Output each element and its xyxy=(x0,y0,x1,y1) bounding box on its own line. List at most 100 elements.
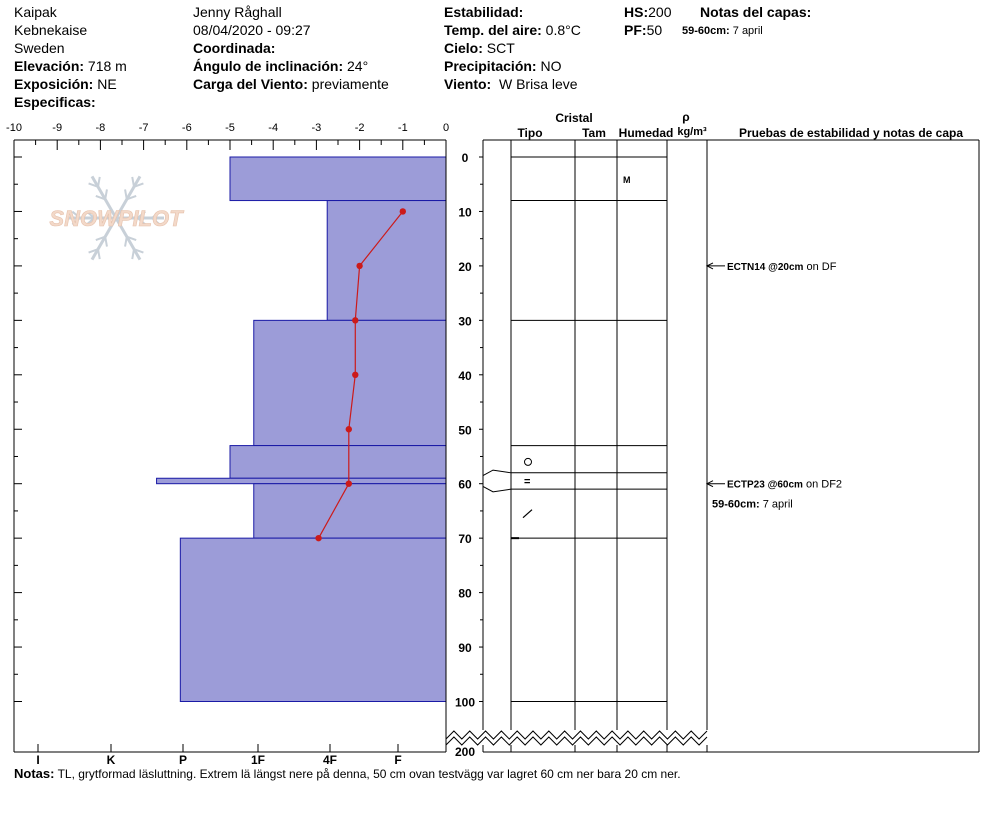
temperature-point xyxy=(345,426,352,433)
header-col-2: Jenny Råghall 08/04/2020 - 09:27 Coordin… xyxy=(193,3,389,93)
grain-faceted-symbol xyxy=(522,509,533,519)
column-header-cristal: Cristal xyxy=(555,111,592,125)
specifics-row: Especificas: xyxy=(14,93,127,111)
header-col-4: HS:200 PF:50 xyxy=(624,3,671,39)
grain-rounded-symbol xyxy=(524,457,532,466)
pf-row: PF:50 xyxy=(624,21,671,39)
hardness-bar xyxy=(229,156,447,202)
elevation-label: Elevación: xyxy=(14,58,85,74)
stability-test-code: ECTP23 @60cm xyxy=(727,480,803,491)
axis-break-zigzag xyxy=(445,736,708,746)
header-col-3: Estabilidad: Temp. del aire: 0.8°C Cielo… xyxy=(444,3,581,93)
sky-value: SCT xyxy=(486,40,515,56)
column-header-tipo: Tipo xyxy=(517,126,542,140)
location: Kaipak xyxy=(14,4,57,20)
depth-label: 100 xyxy=(455,696,475,710)
stability-test-code: ECTN14 @20cm xyxy=(727,262,804,273)
hardness-label: K xyxy=(107,753,116,767)
pf-value: 50 xyxy=(646,22,663,38)
temp-tick-label: -6 xyxy=(182,122,192,134)
snowflake-branch xyxy=(133,248,144,254)
elevation-value: 718 m xyxy=(87,58,127,74)
snowflake-branch xyxy=(86,210,96,219)
header-col-1: Kaipak Kebnekaise Sweden Elevación: 718 … xyxy=(14,3,127,111)
snowflake-branch xyxy=(104,236,108,247)
hardness-bar xyxy=(179,537,447,703)
notes-row: Notas: TL, grytformad läsluttning. Extre… xyxy=(14,766,681,781)
stability-label: Estabilidad: xyxy=(444,4,524,20)
precip-row: Precipitación: NO xyxy=(444,57,581,75)
aspect-value: NE xyxy=(97,76,117,92)
grain-symbol: = xyxy=(524,476,530,488)
hs-value: 200 xyxy=(648,4,672,20)
snowflake-branch xyxy=(126,235,137,242)
wetness-symbol: M xyxy=(623,175,631,185)
temperature-point xyxy=(399,208,406,215)
area: Kebnekaise xyxy=(14,22,88,38)
precip-value: NO xyxy=(540,58,562,74)
slope-row: Ángulo de inclinación: 24° xyxy=(193,57,389,75)
snowflake-branch xyxy=(133,182,144,188)
temperature-point xyxy=(345,480,352,487)
air-temp-label: Temp. del aire: xyxy=(444,22,542,38)
depth-label: 50 xyxy=(458,423,472,437)
test-pointer-arrow xyxy=(705,480,714,488)
temp-tick-label: -3 xyxy=(312,122,322,134)
snowflake-branch xyxy=(151,217,161,226)
layer-note-range: 59-60cm: xyxy=(712,499,760,511)
hardness-bar xyxy=(229,445,447,479)
country: Sweden xyxy=(14,40,65,56)
aspect-label: Exposición: xyxy=(14,76,94,92)
observer: Jenny Råghall xyxy=(193,4,282,20)
stability-test: ECTP23 @60cm on DF2 xyxy=(727,479,842,491)
temp-tick-label: -5 xyxy=(225,122,235,134)
snowflake-branch xyxy=(124,236,128,247)
precip-label: Precipitación: xyxy=(444,58,537,74)
snowflake-branch xyxy=(71,217,81,226)
logo-text: SNOWPILOT xyxy=(49,206,184,231)
snowflake-branch xyxy=(136,217,146,226)
wind-load-row: Carga del Viento: previamente xyxy=(193,75,389,93)
aspect-row: Exposición: NE xyxy=(14,75,127,93)
hardness-label: 1F xyxy=(251,753,265,767)
wind-value: W Brisa leve xyxy=(498,76,578,92)
stability-test-detail: on DF xyxy=(803,261,836,273)
axis-break-zigzag xyxy=(445,730,708,740)
snowflake-branch xyxy=(126,194,137,201)
depth-label: 0 xyxy=(462,151,469,165)
depth-label: 90 xyxy=(458,641,472,655)
temp-tick-label: 0 xyxy=(443,122,449,134)
layer-note: 59-60cm: 7 april xyxy=(712,499,793,511)
wind-load-label: Carga del Viento: xyxy=(193,76,308,92)
hardness-bar xyxy=(326,200,447,321)
slope-label: Ángulo de inclinación: xyxy=(193,58,344,74)
hardness-label: 4F xyxy=(323,753,337,767)
snowflake-branch xyxy=(124,189,128,200)
temp-tick-label: -2 xyxy=(355,122,365,134)
depth-label: 70 xyxy=(458,532,472,546)
snowflake-arm xyxy=(114,217,142,261)
layer-connector xyxy=(482,469,512,476)
column-header-tam: Tam xyxy=(582,126,606,140)
depth-label: 30 xyxy=(458,314,472,328)
stability-test-detail: on DF2 xyxy=(803,479,842,491)
temp-tick-label: -4 xyxy=(268,122,278,134)
hardness-bar xyxy=(156,477,447,485)
slope-value: 24° xyxy=(347,58,369,74)
column-header-tests: Pruebas de estabilidad y notas de capa xyxy=(739,126,963,140)
layer-notes-label: Notas del capas: xyxy=(700,4,812,20)
layer-notes-entry: 59-60cm: 7 april xyxy=(682,22,763,40)
hs-label: HS: xyxy=(624,4,649,20)
notes-label: Notas: xyxy=(14,766,55,781)
hardness-bar xyxy=(253,483,447,539)
temp-tick-label: -9 xyxy=(52,122,62,134)
layer-notes-text: 7 april xyxy=(732,25,763,37)
depth-label-max: 200 xyxy=(455,745,475,759)
snowflake-branch xyxy=(131,249,135,260)
snowflake-branch xyxy=(131,176,135,187)
hardness-label: P xyxy=(179,753,187,767)
notes-text: TL, grytformad läsluttning. Extrem lä lä… xyxy=(57,767,681,781)
test-pointer-arrow xyxy=(705,262,714,270)
layer-connector xyxy=(482,485,512,493)
